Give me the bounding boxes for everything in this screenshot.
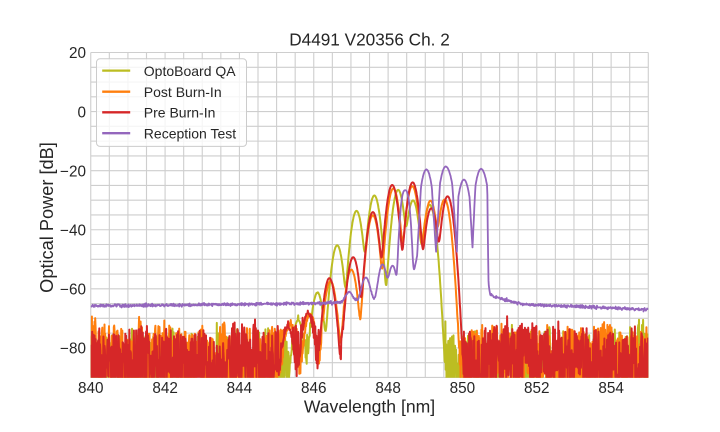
svg-text:Wavelength [nm]: Wavelength [nm] [304,397,435,417]
svg-text:Pre Burn-In: Pre Burn-In [144,105,216,121]
svg-text:20: 20 [69,45,86,62]
svg-text:Optical Power [dB]: Optical Power [dB] [37,142,57,293]
svg-text:−20: −20 [60,163,86,180]
svg-text:Post Burn-In: Post Burn-In [144,84,222,100]
svg-text:OptoBoard QA: OptoBoard QA [144,63,236,79]
svg-text:−80: −80 [60,341,86,358]
svg-text:842: 842 [152,380,178,397]
svg-text:−40: −40 [60,222,86,239]
svg-text:Reception Test: Reception Test [144,125,236,141]
svg-text:846: 846 [301,380,327,397]
svg-text:850: 850 [450,380,476,397]
svg-text:854: 854 [598,380,624,397]
svg-text:D4491 V20356 Ch. 2: D4491 V20356 Ch. 2 [289,30,450,50]
svg-text:852: 852 [524,380,550,397]
svg-text:0: 0 [77,104,86,121]
svg-text:844: 844 [227,380,253,397]
svg-text:848: 848 [375,380,401,397]
svg-text:−60: −60 [60,282,86,299]
svg-text:840: 840 [78,380,104,397]
